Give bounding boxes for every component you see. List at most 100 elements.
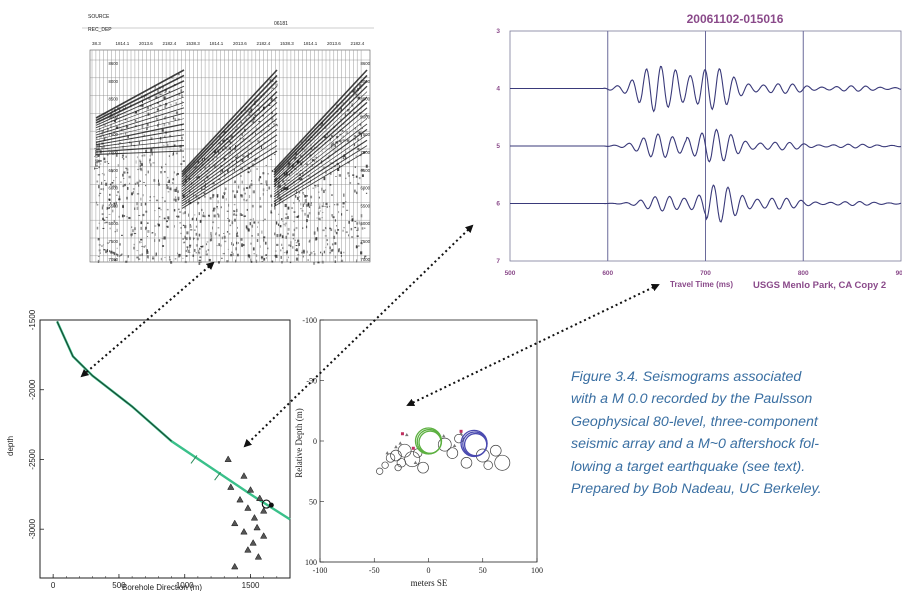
record-section-noise [339, 133, 341, 136]
record-section-noise [199, 256, 202, 258]
record-section-noise [260, 95, 262, 98]
record-section-noise [99, 163, 102, 165]
record-section-noise [140, 226, 143, 230]
record-section-noise [182, 212, 185, 215]
record-section-noise [113, 179, 115, 182]
record-section-noise [261, 145, 263, 150]
record-section-noise [142, 181, 146, 184]
record-section-noise [97, 154, 100, 157]
record-section-noise [248, 255, 251, 258]
record-section-noise [139, 159, 141, 162]
record-section-noise [188, 213, 190, 217]
record-section-noise [203, 192, 206, 195]
record-section-noise [342, 202, 345, 205]
record-section-noise [152, 256, 154, 260]
record-section-noise [154, 225, 157, 227]
record-section-noise [172, 117, 175, 119]
record-section-right-tick: 8000 [360, 114, 370, 119]
record-section-noise [331, 214, 333, 217]
record-section-noise [168, 259, 171, 261]
record-section-noise [348, 109, 350, 111]
record-section-noise [176, 215, 178, 218]
record-section-noise [247, 152, 249, 155]
record-section-noise [151, 152, 153, 156]
cross-section-triangle [413, 460, 418, 464]
borehole-ylabel: depth [6, 436, 15, 456]
record-section-noise [355, 93, 357, 96]
record-section-noise [266, 189, 268, 191]
record-section-noise [302, 255, 304, 258]
cross-section-red-marker [400, 432, 404, 436]
record-section-noise [198, 212, 200, 216]
record-section-noise [357, 147, 360, 151]
record-section-noise [255, 127, 257, 130]
record-section-noise [202, 214, 205, 218]
record-section-noise [286, 195, 288, 197]
record-section-noise [327, 156, 329, 159]
cross-section-event-circle [385, 453, 396, 463]
seismogram-y-tick: 6 [496, 201, 500, 208]
record-section-noise [139, 180, 141, 182]
record-section-noise [181, 101, 183, 103]
record-section-noise [300, 207, 302, 210]
record-section-noise [160, 171, 162, 174]
record-section-arrival [95, 107, 185, 136]
record-section-noise [296, 248, 298, 250]
borehole-x-tick: 1000 [176, 581, 194, 590]
record-section-noise [250, 260, 253, 263]
record-section-noise [301, 252, 303, 254]
record-section-noise [130, 104, 132, 108]
record-section-noise [127, 255, 129, 258]
record-section-noise [354, 226, 357, 229]
record-section-noise [343, 123, 345, 125]
record-section-noise [356, 259, 358, 263]
record-section-noise [283, 252, 286, 254]
record-section-noise [212, 182, 215, 185]
record-section-noise [270, 210, 272, 214]
record-section-noise [306, 250, 308, 254]
record-section-arrival [95, 150, 185, 155]
record-section-noise [250, 142, 252, 143]
record-section-noise [164, 256, 166, 258]
record-section-noise [145, 149, 148, 153]
record-section-noise [336, 203, 339, 206]
record-section-noise [120, 128, 123, 131]
record-section-noise [295, 245, 298, 247]
cross-section-y-tick: 100 [305, 558, 317, 567]
record-section-noise [234, 135, 236, 137]
record-section-top-tick: 1814.1 [210, 41, 224, 46]
record-section-noise [314, 237, 318, 241]
record-section-noise [343, 227, 345, 229]
record-section-noise [136, 250, 139, 252]
record-section-noise [304, 198, 307, 203]
record-section-noise [310, 180, 311, 183]
record-section-noise [103, 173, 105, 176]
record-section-noise [109, 183, 112, 186]
record-section-noise [174, 117, 176, 121]
record-section-noise [351, 215, 353, 218]
record-section-noise [323, 177, 326, 181]
record-section-noise [335, 141, 338, 144]
record-section-noise [136, 156, 138, 159]
record-section-noise [96, 145, 98, 147]
record-section-noise [157, 124, 159, 127]
record-section-noise [336, 110, 339, 113]
record-section-noise [333, 204, 336, 206]
record-section-noise [184, 235, 186, 239]
record-section-noise [168, 218, 170, 221]
record-section-noise [254, 158, 257, 161]
record-section-noise [224, 240, 227, 243]
record-section-noise [105, 136, 107, 138]
record-section-noise [232, 210, 236, 213]
record-section-noise [355, 155, 357, 157]
record-section-arrival [181, 96, 278, 185]
record-section-noise [150, 148, 153, 152]
record-section-noise [278, 213, 280, 215]
record-section-noise [109, 115, 111, 118]
record-section-noise [239, 137, 241, 140]
cross-section-y-tick: -100 [302, 316, 317, 325]
record-section-noise [178, 253, 181, 257]
record-section-noise [97, 256, 100, 258]
record-section-noise [145, 226, 147, 230]
record-section-noise [136, 256, 139, 259]
